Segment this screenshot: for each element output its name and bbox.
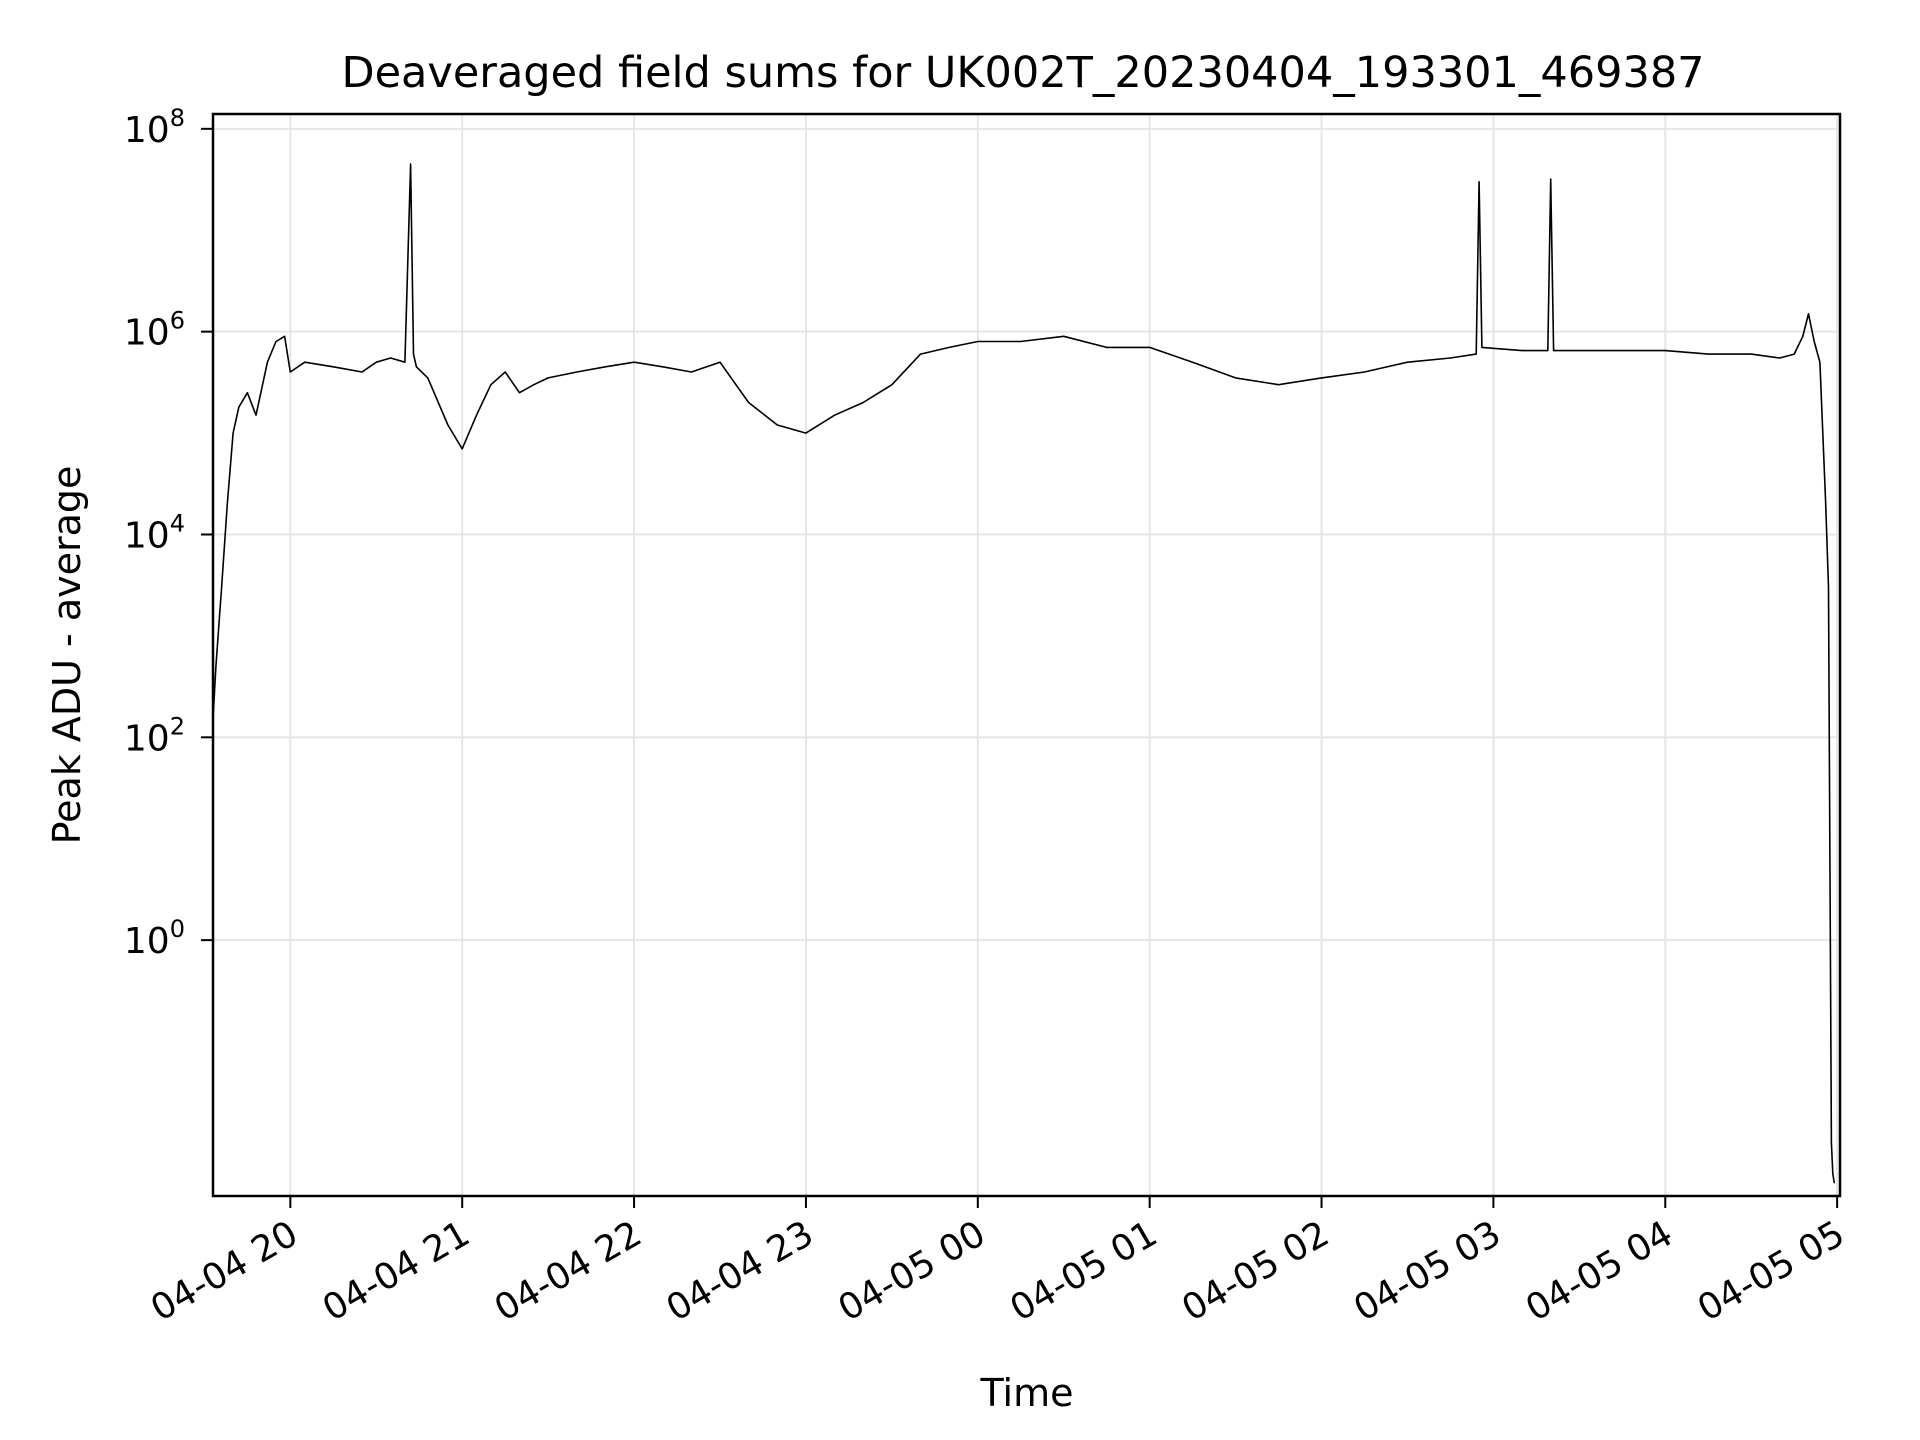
series-layer [212,163,1836,1184]
x-tick-label: 04-05 02 [1175,1213,1336,1329]
x-tick-label: 04-04 21 [316,1213,477,1329]
x-tick-label: 04-04 22 [488,1213,649,1329]
y-tick-label: 100 [124,915,185,962]
y-axis-label: Peak ADU - average [45,466,89,845]
x-axis-label: Time [980,1371,1074,1415]
y-tick-label: 106 [124,307,185,354]
plot-frame [211,112,1842,1198]
grid [213,114,1840,1196]
x-tick-label: 04-05 05 [1691,1213,1852,1329]
x-tick-label: 04-05 03 [1347,1213,1508,1329]
x-tick-label: 04-05 01 [1003,1213,1164,1329]
x-tick-label: 04-04 23 [660,1213,821,1329]
x-axis: 04-04 20 04-04 21 04-04 22 04-04 23 04-05 00… [144,1196,1852,1330]
chart-title: Deaveraged field sums for UK002T_2023040… [341,48,1704,98]
y-tick-label: 102 [124,712,185,759]
x-tick-label: 04-05 04 [1519,1213,1680,1329]
x-tick-label: 04-04 20 [144,1213,305,1329]
y-tick-label: 104 [124,509,185,556]
x-tick-label: 04-05 00 [832,1213,993,1329]
y-axis: 100 102 104 106 108 [124,104,213,962]
series-line [212,163,1836,1184]
y-tick-label: 108 [124,104,185,151]
